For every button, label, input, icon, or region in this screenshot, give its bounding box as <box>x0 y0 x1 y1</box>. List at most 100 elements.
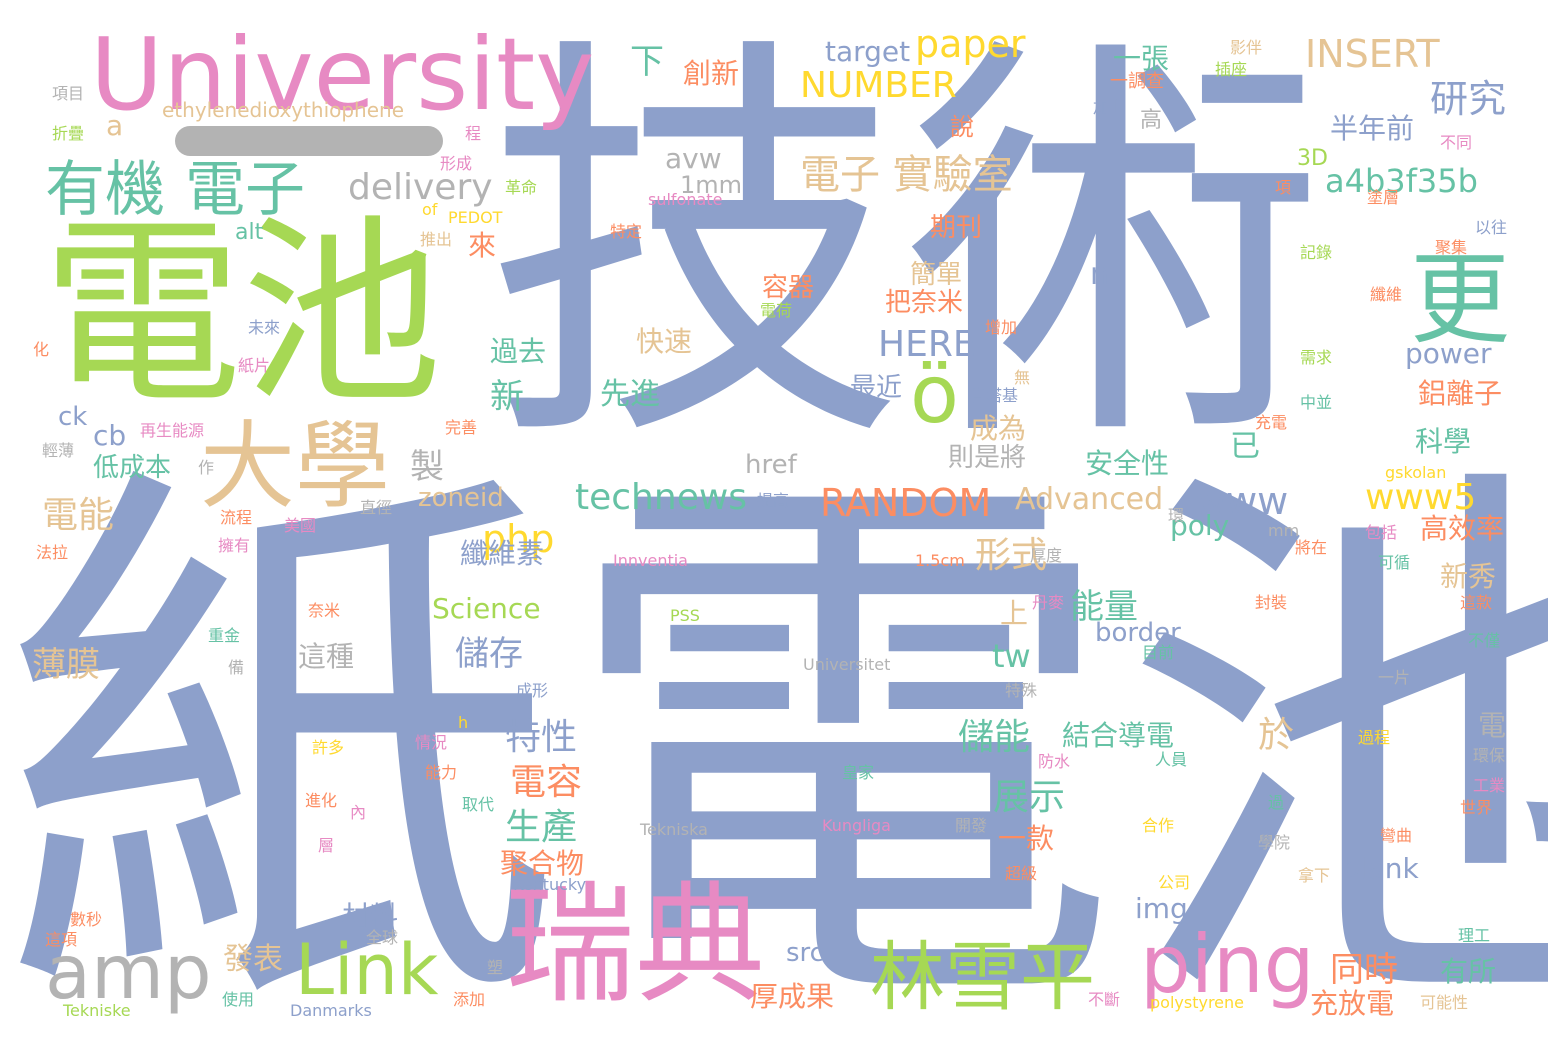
cloud-word: 新秀 <box>1440 560 1497 593</box>
cloud-word: 無 <box>1014 368 1031 387</box>
cloud-word: power <box>1405 337 1492 370</box>
cloud-word: 已 <box>1230 429 1260 464</box>
cloud-word: 1mm <box>680 171 743 199</box>
cloud-word: target <box>825 35 911 68</box>
cloud-word: 這款 <box>1460 593 1493 612</box>
cloud-word: 期刊 <box>930 213 983 243</box>
cloud-word: Tekniske <box>63 1001 131 1020</box>
cloud-word: 製 <box>410 447 444 487</box>
cloud-word: 電子 <box>185 155 305 225</box>
cloud-word: sulfonate <box>648 190 723 209</box>
cloud-word: 發表 <box>223 942 283 977</box>
cloud-word: 直徑 <box>360 498 393 517</box>
cloud-word: 插座 <box>1215 60 1248 79</box>
cloud-word: ping <box>1140 918 1315 1011</box>
cloud-word: ethylenedioxythiophene <box>162 98 405 122</box>
cloud-word: cb <box>93 419 127 452</box>
cloud-word: 肯塔基 <box>970 386 1019 405</box>
cloud-word: 程 <box>465 124 482 143</box>
cloud-word: 儲能 <box>958 717 1031 758</box>
cloud-word: 添加 <box>453 990 486 1009</box>
cloud-word: a4b3f35b <box>1325 162 1478 200</box>
cloud-word: 全球 <box>366 928 399 947</box>
cloud-word: php <box>482 517 555 561</box>
cloud-word: 未來 <box>248 318 281 337</box>
cloud-word: 世界 <box>1460 798 1493 817</box>
cloud-word: 高 <box>1140 108 1163 133</box>
cloud-word: 厚成果 <box>750 980 835 1013</box>
cloud-word: href <box>745 450 797 480</box>
cloud-word: 拿下 <box>1298 866 1331 885</box>
cloud-word: Universitet <box>803 655 891 674</box>
cloud-word: 理工 <box>1458 926 1491 945</box>
cloud-word: 成形 <box>516 681 549 700</box>
cloud-word: 可循 <box>1378 553 1411 572</box>
cloud-word: 形式 <box>975 535 1048 576</box>
cloud-word: Science <box>432 592 541 625</box>
cloud-word: 目前 <box>1142 643 1175 662</box>
cloud-word: 容器 <box>762 273 815 303</box>
cloud-word: 皇家 <box>842 763 875 782</box>
gray-bar-shape <box>175 126 443 156</box>
cloud-word: 可能性 <box>1420 993 1469 1012</box>
cloud-word: 內 <box>350 803 367 822</box>
cloud-word: 快速 <box>636 325 693 358</box>
cloud-word: 薄膜 <box>32 645 100 685</box>
cloud-word: 不斷 <box>1088 990 1121 1009</box>
cloud-word: 許多 <box>312 738 345 757</box>
cloud-word: 電子 實驗室 <box>800 152 1013 198</box>
cloud-word: 防水 <box>1038 752 1071 771</box>
cloud-word: 則是將 <box>948 443 1027 473</box>
cloud-word: www5 <box>1365 477 1477 518</box>
cloud-word: 於 <box>1258 715 1295 756</box>
cloud-word: 說 <box>950 113 974 141</box>
cloud-word: 過 <box>1268 793 1285 812</box>
cloud-word: 影伴 <box>1230 38 1263 57</box>
cloud-word: RANDOM <box>820 481 992 525</box>
cloud-word: 簡單 <box>910 260 963 290</box>
cloud-word: 聚合物 <box>500 847 585 880</box>
cloud-word: n <box>1090 257 1110 292</box>
cloud-word: 包括 <box>1365 523 1398 542</box>
cloud-word: 美國 <box>284 516 317 535</box>
cloud-word: 紙片 <box>238 356 271 375</box>
cloud-word: 項 <box>1275 178 1292 197</box>
cloud-word: Danmarks <box>290 1001 372 1020</box>
cloud-word: 開發 <box>955 816 988 835</box>
cloud-word: 不僅 <box>1468 631 1501 650</box>
cloud-word: 丹麥 <box>1032 593 1065 612</box>
cloud-word: www <box>1195 479 1289 523</box>
cloud-word: 過去 <box>490 335 547 368</box>
cloud-word: mm <box>1268 521 1300 540</box>
cloud-word: avw <box>665 142 722 175</box>
cloud-word: 情況 <box>415 733 448 752</box>
cloud-word: 特性 <box>505 717 578 758</box>
cloud-word: 一片 <box>1378 668 1411 687</box>
cloud-word: tw <box>992 637 1031 675</box>
cloud-word: 聚集 <box>1435 238 1468 257</box>
cloud-word: 紙電池 <box>0 424 1548 1052</box>
cloud-word: HERE <box>878 324 976 365</box>
cloud-word: polystyrene <box>1150 993 1244 1012</box>
cloud-word: 上 <box>1000 597 1029 630</box>
cloud-word: 形成 <box>440 154 473 173</box>
cloud-word: 需求 <box>1300 348 1333 367</box>
cloud-word: 塗層 <box>1367 188 1400 207</box>
cloud-word: h <box>458 713 469 732</box>
cloud-word: 中並 <box>1300 393 1333 412</box>
cloud-word: 推出 <box>420 230 453 249</box>
cloud-word: 生產 <box>505 807 578 848</box>
cloud-word: 電 <box>1478 709 1507 742</box>
cloud-word: poly <box>1170 509 1230 542</box>
cloud-word: 1.5cm <box>915 551 965 570</box>
cloud-word: 電能 <box>42 495 115 536</box>
cloud-word: 技術 <box>485 5 1325 494</box>
cloud-word: 取代 <box>462 795 495 814</box>
cloud-word: 環 <box>1168 506 1185 525</box>
cloud-word: 新 <box>490 377 524 417</box>
cloud-word: a <box>106 109 124 142</box>
cloud-word: 一張 <box>1113 42 1170 75</box>
cloud-word: 纖維素 <box>460 537 545 570</box>
cloud-word: 超級 <box>1005 864 1038 883</box>
cloud-word: 不同 <box>1440 133 1473 152</box>
